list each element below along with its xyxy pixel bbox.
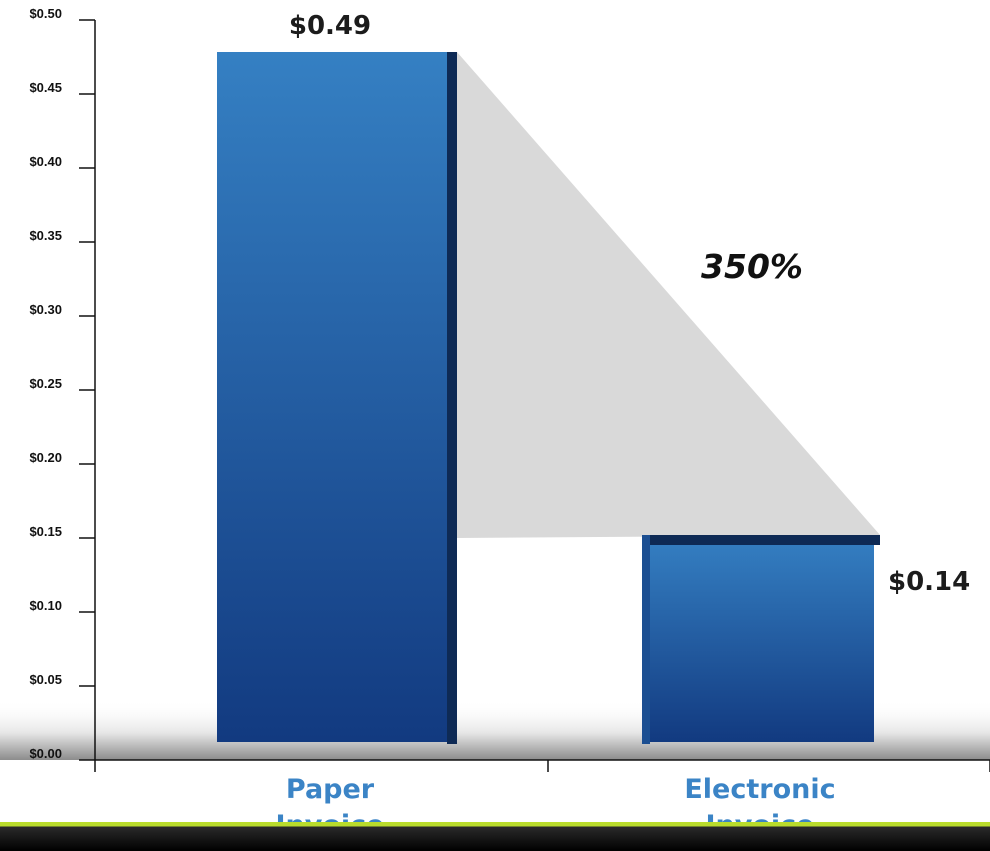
y-tick-label: $0.00 <box>29 746 62 761</box>
x-tick-label: ElectronicInvoice <box>684 774 835 822</box>
bar-paper-invoice <box>217 52 447 742</box>
reduction-connector <box>457 52 880 538</box>
bar-top-edge <box>642 535 880 545</box>
y-tick-label: $0.30 <box>29 302 62 317</box>
bar-chart: $0.00 $0.05 $0.10 $0.15 $0.20 $0.25 $0.30 $0.35… <box>0 6 990 822</box>
bottom-accent-bar <box>0 822 990 851</box>
bar-side-edge <box>642 535 650 744</box>
y-tick-label: $0.15 <box>29 524 62 539</box>
bar-side-edge <box>447 52 457 744</box>
x-tick-label: PaperInvoice <box>276 774 385 822</box>
y-tick-label: $0.10 <box>29 598 62 613</box>
y-tick-label: $0.20 <box>29 450 62 465</box>
y-tick-label: $0.05 <box>29 672 62 687</box>
y-tick-label: $0.45 <box>29 80 62 95</box>
data-label: $0.14 <box>888 567 970 597</box>
percent-annotation: 350% <box>701 247 803 286</box>
y-tick-label: $0.25 <box>29 376 62 391</box>
y-tick-label: $0.35 <box>29 228 62 243</box>
bar-electronic-invoice <box>644 535 874 742</box>
data-label: $0.49 <box>289 11 371 41</box>
y-tick-label: $0.40 <box>29 154 62 169</box>
y-tick-label: $0.50 <box>29 6 62 21</box>
